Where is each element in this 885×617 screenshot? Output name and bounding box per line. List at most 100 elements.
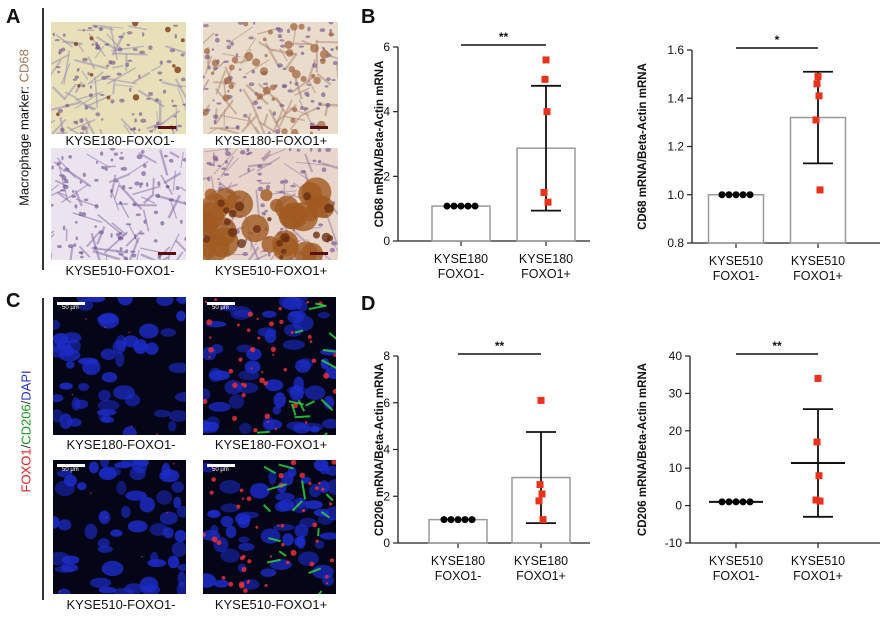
chart2-ytick-label-1: 1.0: [667, 188, 684, 202]
chart1-point-g1-4: [544, 198, 552, 206]
chart1-point-g0-3: [464, 202, 472, 210]
chart1-xlabel-line2-0: FOXO1-: [438, 267, 485, 281]
chart1-point-g0-2: [457, 202, 465, 210]
chart2-point-g1-3: [812, 116, 820, 124]
caption-c-kyse180-pos: KYSE180-FOXO1+: [214, 437, 328, 452]
chart3-xlabel-line2-0: FOXO1-: [435, 569, 482, 583]
chart1-point-g1-2: [543, 108, 551, 116]
chart3-point-g1-4: [539, 516, 547, 524]
fluor-image-kyse180-foxo1-pos: [203, 297, 336, 435]
scale-bar-c1: [207, 302, 235, 305]
chart4-point-g0-4: [746, 498, 754, 506]
scale-text-c0: 50 μm: [62, 305, 79, 311]
chart1-ytick-label-3: 6: [383, 40, 390, 54]
chart1-xlabel-line1-1: KYSE180: [519, 252, 573, 266]
chart2-ytick-label-2: 1.2: [667, 140, 684, 154]
chart3-point-g1-3: [535, 497, 543, 505]
chart3-ytick-label-2: 4: [383, 443, 390, 457]
chart4-ytick-label-0: -10: [665, 536, 683, 550]
panel-c-divider: [42, 298, 44, 600]
chart3-point-g0-2: [454, 516, 462, 524]
chart4-ytick-label-1: 0: [675, 499, 682, 513]
panel-a-divider: [42, 8, 44, 270]
chart2-ytick-label-4: 1.6: [667, 43, 684, 57]
chart2-ytick-label-0: 0.8: [667, 236, 684, 250]
chart1-ytick-label-1: 2: [383, 169, 390, 183]
chart3-sig-label: **: [495, 339, 505, 353]
chart2-xlabel-line2-1: FOXO1+: [793, 269, 843, 283]
chart4-point-g1-0: [814, 374, 822, 382]
scale-bar-c3: [207, 464, 235, 467]
micro-image-kyse510-foxo1-pos: [203, 148, 338, 260]
chart4-point-g1-3: [812, 496, 820, 504]
chart2-point-g1-1: [813, 80, 821, 88]
chart3-xlabel-line1-0: KYSE180: [431, 554, 485, 568]
chart1-point-g1-3: [540, 189, 548, 196]
chart1-point-g0-0: [443, 202, 451, 210]
chart1-ytick-label-2: 4: [383, 105, 390, 119]
chart2-point-g1-4: [816, 186, 824, 194]
chart2-point-g1-0: [814, 73, 822, 81]
chart4-point-g0-0: [718, 498, 726, 506]
micro-image-kyse180-foxo1-pos: [203, 22, 338, 134]
chart4-point-g0-1: [725, 498, 733, 506]
chart1-xlabel-line2-1: FOXO1+: [521, 267, 571, 281]
scale-bar-c0: [57, 302, 85, 305]
panel-c-letter: C: [6, 290, 21, 312]
caption-a-kyse180-neg: KYSE180-FOXO1-: [65, 133, 175, 148]
caption-c-kyse180-neg: KYSE180-FOXO1-: [66, 437, 176, 452]
chart3-ytick-label-4: 8: [383, 349, 390, 363]
chart2-sig-label: *: [775, 33, 780, 47]
micro-image-kyse180-foxo1-neg: [51, 22, 186, 134]
chart1-point-g1-0: [542, 56, 550, 64]
chart3-point-g1-1: [536, 481, 544, 489]
fluor-image-kyse510-foxo1-pos: [203, 460, 336, 594]
chart1-ylabel: CD68 mRNA/Beta-Actin mRNA: [374, 61, 386, 228]
chart4-xlabel-line1-0: KYSE510: [709, 554, 763, 568]
chart4-ytick-label-5: 40: [669, 349, 683, 363]
panel-b-letter: B: [361, 6, 376, 28]
chart3-ytick-label-3: 6: [383, 396, 390, 410]
chart2-xlabel-line2-0: FOXO1-: [713, 269, 760, 283]
chart3-bar-0: [428, 518, 488, 544]
chart2-point-g0-1: [725, 191, 733, 199]
chart1-sig-label: **: [499, 30, 509, 44]
caption-c-kyse510-pos: KYSE510-FOXO1+: [214, 597, 328, 612]
caption-a-kyse510-neg: KYSE510-FOXO1-: [65, 263, 175, 278]
chart4-sig-label: **: [772, 339, 782, 353]
caption-a-kyse510-pos: KYSE510-FOXO1+: [214, 263, 328, 278]
chart1-point-g0-1: [450, 202, 458, 210]
caption-a-kyse180-pos: KYSE180-FOXO1+: [214, 133, 328, 148]
chart3-ytick-label-1: 2: [383, 489, 390, 503]
chart3-xlabel-line1-1: KYSE180: [514, 554, 568, 568]
chart1-xlabel-line1-0: KYSE180: [434, 252, 488, 266]
chart2-point-g0-4: [746, 191, 754, 199]
scale-text-c3: 50 μm: [212, 467, 229, 473]
chart1-bar-0: [431, 205, 491, 242]
chart2-point-g0-2: [732, 191, 740, 199]
chart3-point-g0-0: [440, 516, 448, 524]
chart4-ylabel: CD206 mRNA/Beta-Actin mRNA: [637, 363, 649, 536]
scale-text-c1: 50 μm: [212, 305, 229, 311]
chart4-ytick-label-2: 10: [669, 461, 683, 475]
chart2-point-g0-0: [718, 191, 726, 199]
chart4-point-g1-1: [813, 438, 821, 446]
fluor-image-kyse180-foxo1-neg: [53, 297, 186, 435]
chart1-point-g1-1: [541, 75, 549, 83]
panel-a-letter: A: [6, 6, 21, 28]
chart2-xlabel-line1-1: KYSE510: [791, 254, 845, 268]
chart4-xlabel-line1-1: KYSE510: [791, 554, 845, 568]
chart3-ytick-label-0: 0: [383, 536, 390, 550]
chart3-point-g0-1: [447, 516, 455, 524]
chart4-xlabel-line2-1: FOXO1+: [793, 569, 843, 583]
scale-text-c2: 50 μm: [62, 467, 79, 473]
chart2-point-g0-3: [739, 191, 747, 199]
chart3-ylabel: CD206 mRNA/Beta-Actin mRNA: [374, 363, 386, 536]
chart4-point-g0-3: [739, 498, 747, 506]
chart4-xlabel-line2-0: FOXO1-: [713, 569, 760, 583]
chart4-point-g1-4: [816, 497, 824, 505]
chart4-ytick-label-4: 30: [669, 386, 683, 400]
chart2-ytick-label-3: 1.4: [667, 91, 684, 105]
chart4-point-g0-2: [732, 498, 740, 506]
